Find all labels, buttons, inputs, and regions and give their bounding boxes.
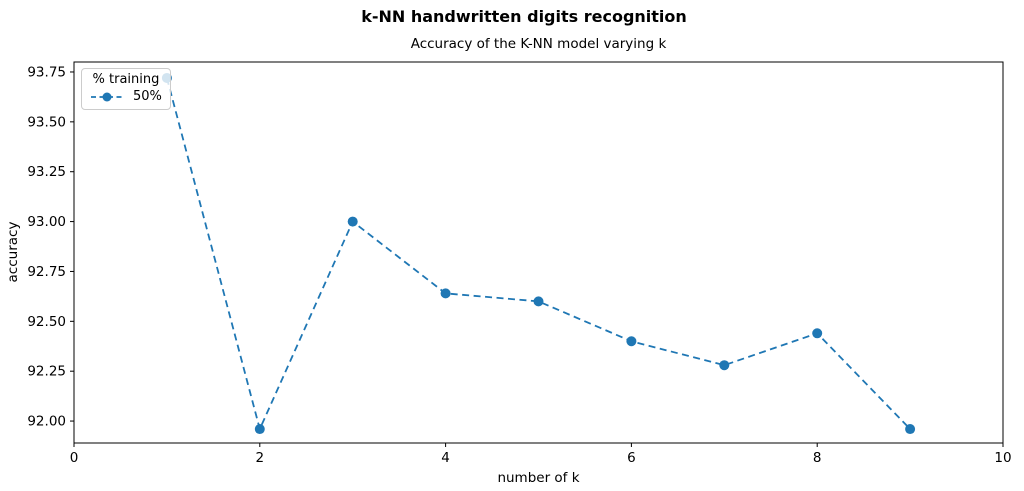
y-tick-label: 93.50 [27,114,66,130]
x-axis: 0 2 4 6 8 10 [70,443,1012,466]
data-point [440,288,451,299]
data-point [812,328,823,339]
legend-title: % training [92,72,160,87]
legend-entry: 50% [90,89,162,104]
x-tick-label: 4 [441,450,450,466]
chart-title: k-NN handwritten digits recognition [361,7,687,26]
data-point [347,216,358,227]
y-tick-label: 92.00 [27,414,66,430]
y-axis-label: accuracy [5,221,21,283]
chart-subtitle: Accuracy of the K-NN model varying k [410,36,667,52]
y-tick-label: 92.25 [27,364,66,380]
x-tick-label: 8 [813,450,822,466]
data-point [533,296,544,307]
y-tick-label: 93.00 [27,214,66,230]
data-line [166,77,911,432]
data-point [719,360,730,371]
x-tick-label: 0 [70,450,79,466]
legend: % training 50% [81,68,171,110]
y-axis: 92.00 92.25 92.50 92.75 93.00 93.25 93.50 93.75 [27,64,74,430]
y-tick-label: 93.25 [27,164,66,180]
x-axis-label: number of k [497,470,580,486]
data-point [905,424,916,435]
x-tick-label: 10 [994,450,1011,466]
y-tick-label: 92.75 [27,264,66,280]
y-tick-label: 93.75 [27,64,66,80]
x-tick-label: 6 [627,450,636,466]
data-point [254,424,265,435]
legend-entry-label: 50% [133,89,162,104]
data-point [626,336,637,347]
x-tick-label: 2 [256,450,265,466]
legend-marker-icon [91,92,123,101]
y-tick-label: 92.50 [27,314,66,330]
plot-frame [73,61,1004,444]
